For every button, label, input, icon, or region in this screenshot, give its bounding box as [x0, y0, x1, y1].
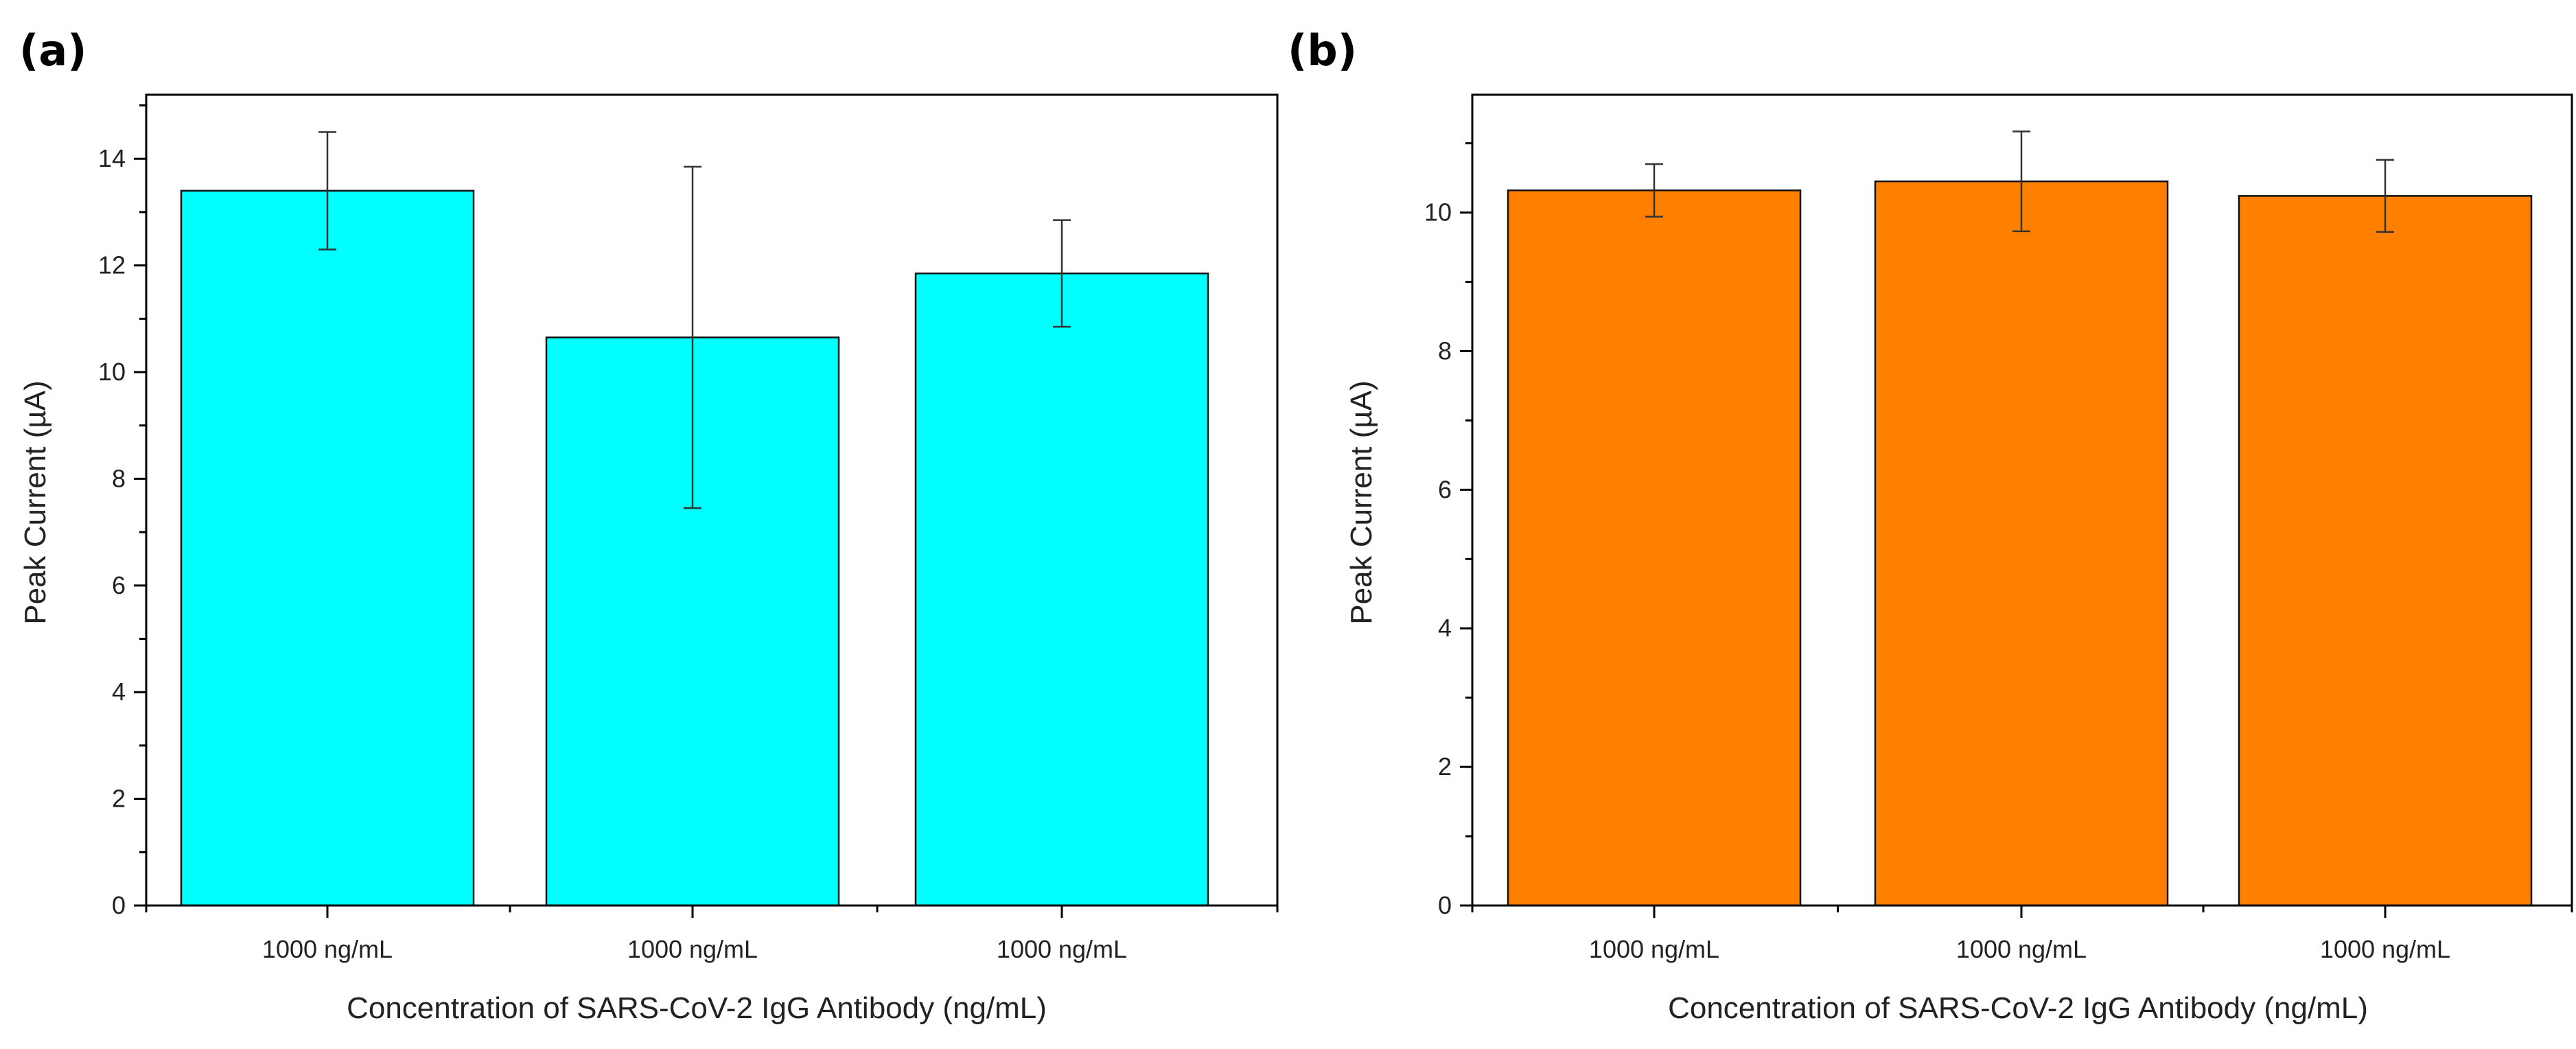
plot-frame-a [145, 93, 1279, 907]
y-tick-label-b-2: 2 [1438, 752, 1452, 781]
bars-a [180, 189, 1209, 907]
bars-b [1507, 180, 2533, 907]
error-bars-b [1645, 130, 2394, 233]
error-bar-b-2 [2012, 130, 2030, 233]
x-tick-label-b-3: 1000 ng/mL [2320, 935, 2450, 963]
x-axis-title-b: Concentration of SARS-CoV-2 IgG Antibody… [1668, 991, 2368, 1025]
x-tick-label-a-1: 1000 ng/mL [262, 935, 393, 963]
bar-a-3 [914, 273, 1209, 907]
y-tick-label-b-3: 4 [1438, 614, 1452, 642]
x-axis-ticks-a [145, 906, 1279, 918]
y-axis-ticks-b: 0 2 4 6 8 10 [1424, 142, 1472, 919]
error-bar-b-3 [2376, 159, 2394, 233]
y-tick-label-a-7: 12 [98, 251, 126, 279]
x-tick-label-a-2: 1000 ng/mL [627, 935, 758, 963]
error-bars-a [318, 131, 1071, 509]
x-axis-title-a: Concentration of SARS-CoV-2 IgG Antibody… [347, 991, 1047, 1025]
y-axis-ticks-a: 0 2 4 6 8 10 12 14 [98, 104, 146, 919]
error-bar-a-3 [1053, 219, 1071, 328]
chart-panel-b: (b) 0 2 4 6 8 10 1000 ng/mL 1000 ng/mL 1000 n… [1288, 25, 2573, 1025]
error-bar-a-2 [684, 165, 701, 509]
x-tick-label-b-2: 1000 ng/mL [1956, 935, 2087, 963]
y-axis-title-a: Peak Current (µA) [19, 380, 52, 624]
bar-b-2 [1874, 180, 2169, 907]
y-tick-label-b-4: 6 [1438, 475, 1452, 503]
panel-label-a: (a) [19, 25, 87, 76]
y-tick-label-b-1: 0 [1438, 891, 1452, 919]
x-axis-ticks-b [1471, 906, 2573, 918]
chart-panel-a: (a) 0 2 4 6 8 10 12 14 1000 ng/mL 1000 ng/mL 10… [19, 25, 1279, 1025]
error-bar-b-1 [1645, 163, 1663, 218]
y-tick-label-a-6: 10 [98, 358, 126, 386]
y-tick-label-b-6: 10 [1424, 198, 1452, 227]
x-tick-label-b-1: 1000 ng/mL [1589, 935, 1719, 963]
y-tick-label-a-4: 6 [112, 571, 126, 599]
y-tick-label-b-5: 8 [1438, 336, 1452, 365]
y-tick-label-a-1: 0 [112, 891, 126, 919]
y-tick-label-a-5: 8 [112, 464, 126, 492]
bar-b-1 [1507, 189, 1802, 907]
bar-a-1 [180, 189, 475, 907]
bar-b-3 [2238, 195, 2533, 907]
y-tick-label-a-3: 4 [112, 678, 126, 706]
panel-label-b: (b) [1288, 25, 1357, 76]
y-axis-title-b: Peak Current (µA) [1345, 380, 1378, 624]
error-bar-a-1 [318, 131, 336, 251]
y-tick-label-a-8: 14 [98, 144, 126, 172]
y-tick-label-a-2: 2 [112, 785, 126, 813]
x-tick-label-a-3: 1000 ng/mL [997, 935, 1127, 963]
